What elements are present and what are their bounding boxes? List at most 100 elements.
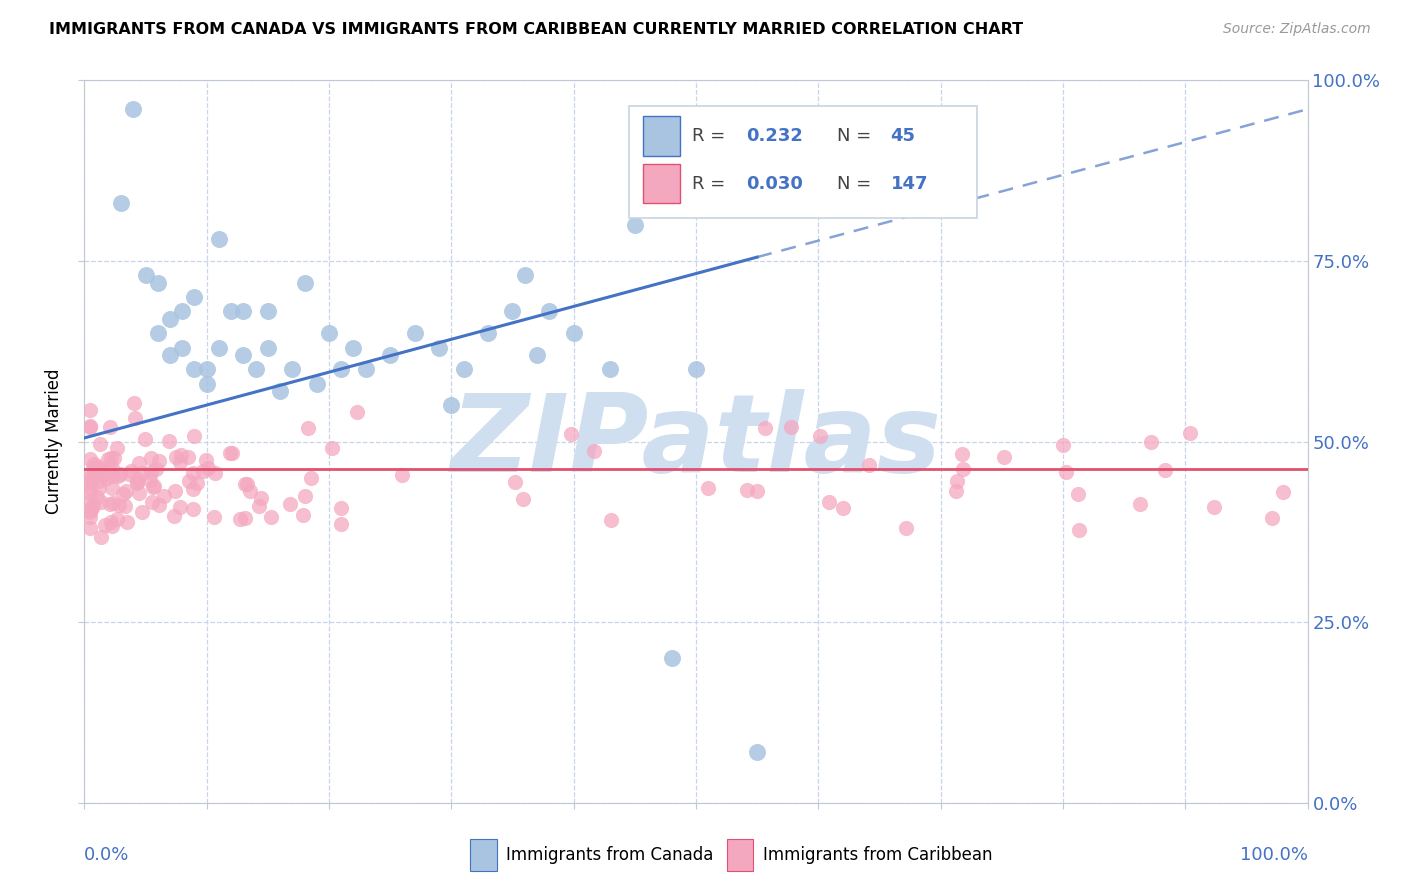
Point (79, 485, 101, 500)
Point (600, 513, 623, 527)
Point (103, 496, 125, 510)
Point (1272, 485, 1295, 500)
Point (560, 426, 582, 441)
Point (232, 348, 254, 362)
Point (427, 341, 450, 355)
Point (502, 304, 524, 318)
Point (538, 304, 561, 318)
Point (118, 467, 141, 481)
Point (83, 458, 105, 472)
Point (221, 446, 243, 460)
Point (1178, 426, 1201, 441)
Point (142, 479, 165, 493)
Point (346, 405, 368, 419)
Point (82, 460, 104, 475)
Point (79, 505, 101, 519)
Point (219, 304, 242, 318)
Point (181, 482, 204, 496)
Point (122, 102, 145, 116)
Point (754, 421, 776, 435)
Point (380, 348, 402, 362)
Point (195, 376, 218, 391)
Point (269, 384, 291, 398)
Point (79, 419, 101, 434)
Point (148, 498, 170, 512)
Point (98, 419, 121, 434)
Point (94, 518, 117, 533)
Point (245, 362, 267, 376)
Point (97, 459, 120, 474)
Point (526, 348, 548, 362)
Point (318, 326, 340, 340)
Point (141, 450, 163, 465)
Point (208, 341, 231, 355)
Point (79, 481, 101, 495)
Point (98, 498, 121, 512)
Point (105, 512, 128, 526)
Point (163, 483, 186, 498)
Point (177, 450, 200, 464)
Point (115, 515, 138, 529)
Text: Immigrants from Caribbean: Immigrants from Caribbean (763, 846, 993, 863)
Bar (470, 838, 496, 871)
Text: 0.232: 0.232 (747, 127, 803, 145)
Point (90, 530, 112, 544)
Point (100, 519, 122, 533)
Point (299, 470, 322, 484)
Text: 147: 147 (890, 175, 928, 193)
Point (202, 510, 225, 524)
Point (79, 420, 101, 434)
Point (82, 498, 104, 512)
Point (139, 473, 162, 487)
Point (453, 362, 475, 376)
Point (404, 326, 426, 340)
Point (112, 487, 135, 501)
Point (157, 434, 180, 448)
Point (90, 495, 112, 509)
Point (247, 499, 270, 513)
Point (179, 474, 201, 488)
Text: ZIPatlas: ZIPatlas (450, 389, 942, 494)
Point (80, 500, 103, 515)
Point (84, 462, 107, 476)
Point (1153, 463, 1175, 477)
Point (163, 508, 186, 523)
Point (993, 450, 1015, 465)
Point (86, 459, 108, 474)
Text: Source: ZipAtlas.com: Source: ZipAtlas.com (1223, 22, 1371, 37)
Point (127, 475, 149, 489)
Point (305, 376, 328, 391)
Point (818, 495, 841, 509)
Point (79, 494, 101, 508)
Text: N =: N = (837, 175, 876, 193)
Point (735, 483, 758, 498)
Point (101, 460, 124, 475)
Point (107, 498, 129, 512)
Point (330, 516, 353, 531)
Text: R =: R = (692, 175, 731, 193)
Point (1261, 511, 1284, 525)
Point (193, 464, 215, 478)
Point (169, 455, 191, 469)
Y-axis label: Currently Married: Currently Married (45, 368, 63, 515)
Point (330, 362, 353, 376)
Point (278, 497, 301, 511)
Point (80, 467, 103, 482)
Point (391, 467, 413, 482)
Point (183, 362, 205, 376)
Point (79, 451, 101, 466)
Point (321, 442, 343, 456)
Point (148, 453, 170, 467)
Point (195, 362, 218, 376)
Point (291, 508, 314, 522)
Point (120, 464, 142, 478)
Text: R =: R = (692, 127, 731, 145)
Point (228, 512, 250, 526)
Point (146, 276, 169, 290)
Bar (727, 838, 754, 871)
Point (950, 447, 973, 461)
Text: 0.030: 0.030 (747, 175, 803, 193)
Point (354, 362, 377, 376)
Point (599, 362, 621, 376)
Point (661, 651, 683, 665)
